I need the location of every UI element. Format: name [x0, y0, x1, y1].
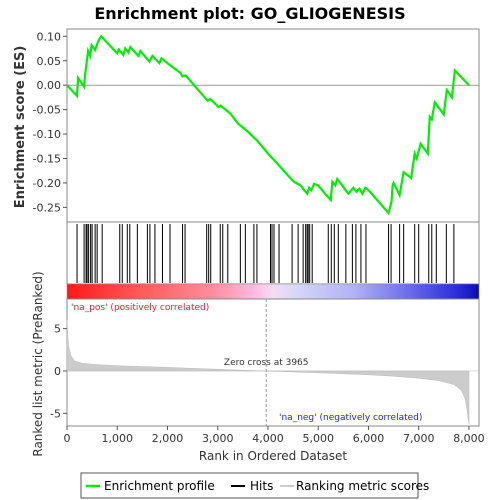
es-y-tick-label: 0.00: [37, 79, 62, 92]
ranked-y-ticks: 5 0 -5: [50, 323, 67, 420]
x-tick-label: 3,000: [202, 432, 234, 445]
x-tick-label: 0: [64, 432, 71, 445]
es-y-tick-label: -0.05: [33, 104, 61, 117]
x-tick-label: 7,000: [403, 432, 435, 445]
x-tick-label: 1,000: [101, 432, 133, 445]
legend-hits-label: Hits: [250, 479, 273, 493]
legend-metric-label: Ranking metric scores: [296, 479, 429, 493]
ranking-metric-area: [66, 320, 470, 425]
ranked-panel-frame: [66, 298, 480, 427]
ranked-y-axis-label: Ranked list metric (PreRanked): [31, 271, 45, 456]
ranked-y-tick-label: 5: [54, 323, 61, 336]
es-y-axis-label: Enrichment score (ES): [13, 46, 28, 209]
rank-color-bar: [66, 283, 480, 300]
x-tick-label: 4,000: [252, 432, 284, 445]
ranked-y-tick-label: -5: [50, 407, 61, 420]
es-y-tick-label: -0.10: [33, 128, 61, 141]
es-y-tick-label: 0.10: [37, 30, 62, 43]
enrichment-profile-line: [66, 34, 470, 216]
hits-panel-frame: [66, 221, 480, 285]
x-axis-ticks: 0 1,000 2,000 3,000 4,000 5,000 6,000 7,000 8,00…: [64, 426, 485, 445]
es-panel-frame: [66, 28, 480, 223]
zero-cross-label: Zero cross at 3965: [224, 358, 309, 368]
pos-correlated-label: 'na_pos' (positively correlated): [71, 303, 209, 313]
x-tick-label: 8,000: [453, 432, 485, 445]
legend-enrichment-label: Enrichment profile: [104, 479, 215, 493]
hits-marks: [76, 224, 455, 283]
x-axis-label: Rank in Ordered Dataset: [199, 449, 347, 463]
es-y-ticks: 0.10 0.05 0.00 -0.05 -0.10 -0.15 -0.20 -0.25: [33, 30, 67, 214]
es-y-tick-label: -0.25: [33, 201, 61, 214]
legend-box: [80, 472, 419, 499]
chart-title: Enrichment plot: GO_GLIOGENESIS: [94, 4, 405, 23]
x-tick-label: 6,000: [353, 432, 385, 445]
neg-correlated-label: 'na_neg' (negatively correlated): [279, 413, 422, 423]
es-y-tick-label: -0.15: [33, 152, 61, 165]
x-tick-label: 2,000: [152, 432, 184, 445]
x-tick-label: 5,000: [302, 432, 334, 445]
ranked-y-tick-label: 0: [54, 365, 61, 378]
es-y-tick-label: -0.20: [33, 177, 61, 190]
es-y-tick-label: 0.05: [37, 55, 62, 68]
